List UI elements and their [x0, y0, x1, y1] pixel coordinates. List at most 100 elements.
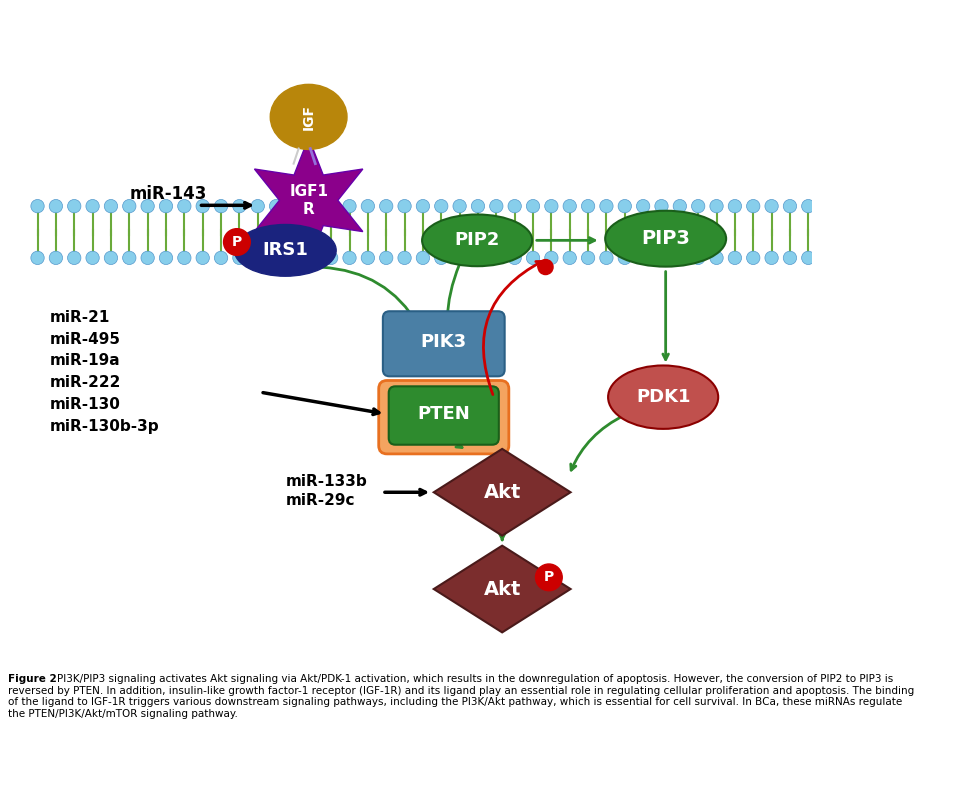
Text: the PTEN/PI3K/Akt/mTOR signaling pathway.: the PTEN/PI3K/Akt/mTOR signaling pathway… [9, 709, 239, 719]
Text: P: P [543, 571, 554, 584]
Circle shape [729, 200, 741, 213]
Circle shape [196, 252, 209, 265]
Circle shape [177, 200, 191, 213]
Circle shape [563, 252, 577, 265]
Circle shape [490, 200, 503, 213]
Text: PTEN: PTEN [418, 405, 470, 423]
Circle shape [251, 252, 264, 265]
Circle shape [673, 200, 687, 213]
Circle shape [324, 200, 338, 213]
Text: miR-130: miR-130 [50, 397, 121, 412]
Circle shape [692, 200, 705, 213]
Circle shape [398, 252, 411, 265]
Circle shape [324, 252, 338, 265]
Circle shape [729, 252, 741, 265]
Text: miR-143: miR-143 [130, 185, 206, 204]
Circle shape [618, 200, 631, 213]
Circle shape [123, 252, 136, 265]
Text: miR-495: miR-495 [50, 332, 121, 347]
Circle shape [544, 252, 558, 265]
Text: miR-133b: miR-133b [285, 474, 367, 489]
Text: Akt: Akt [483, 483, 521, 501]
Circle shape [544, 200, 558, 213]
Circle shape [765, 252, 778, 265]
Circle shape [270, 200, 282, 213]
Circle shape [692, 252, 705, 265]
Circle shape [50, 200, 62, 213]
Circle shape [581, 200, 595, 213]
Circle shape [710, 252, 724, 265]
FancyBboxPatch shape [383, 311, 505, 376]
Circle shape [783, 200, 797, 213]
Circle shape [214, 252, 228, 265]
Circle shape [141, 252, 154, 265]
Circle shape [67, 252, 81, 265]
Text: PIK3: PIK3 [421, 333, 467, 351]
FancyBboxPatch shape [379, 380, 508, 454]
Circle shape [416, 252, 430, 265]
Circle shape [508, 252, 521, 265]
Circle shape [746, 252, 760, 265]
Ellipse shape [605, 211, 727, 266]
Circle shape [655, 200, 668, 213]
Circle shape [526, 200, 540, 213]
Circle shape [600, 200, 613, 213]
Circle shape [224, 229, 250, 255]
Text: IRS1: IRS1 [262, 241, 308, 259]
Circle shape [802, 252, 815, 265]
Text: miR-222: miR-222 [50, 375, 122, 390]
Polygon shape [433, 449, 571, 535]
Text: IGF: IGF [302, 104, 316, 130]
Circle shape [31, 200, 44, 213]
FancyBboxPatch shape [389, 387, 499, 445]
Circle shape [104, 200, 118, 213]
Circle shape [380, 252, 393, 265]
Circle shape [434, 252, 448, 265]
Circle shape [490, 252, 503, 265]
Circle shape [86, 252, 99, 265]
Circle shape [233, 252, 246, 265]
Circle shape [380, 200, 393, 213]
Circle shape [471, 200, 485, 213]
Circle shape [636, 200, 650, 213]
Circle shape [361, 252, 375, 265]
Ellipse shape [235, 225, 336, 276]
Ellipse shape [422, 215, 532, 266]
Text: of the ligand to IGF-1R triggers various downstream signaling pathways, includin: of the ligand to IGF-1R triggers various… [9, 697, 903, 707]
Circle shape [563, 200, 577, 213]
Circle shape [31, 252, 44, 265]
Circle shape [765, 200, 778, 213]
Text: miR-130b-3p: miR-130b-3p [50, 418, 160, 434]
Circle shape [86, 200, 99, 213]
Circle shape [746, 200, 760, 213]
Circle shape [710, 200, 724, 213]
Circle shape [434, 200, 448, 213]
Circle shape [655, 252, 668, 265]
Circle shape [398, 200, 411, 213]
Ellipse shape [270, 84, 347, 149]
Circle shape [783, 252, 797, 265]
Text: PI3K/PIP3 signaling activates Akt signaling via Akt/PDK-1 activation, which resu: PI3K/PIP3 signaling activates Akt signal… [56, 674, 893, 684]
Circle shape [287, 252, 301, 265]
Circle shape [160, 252, 172, 265]
Circle shape [306, 252, 319, 265]
Circle shape [343, 252, 356, 265]
Text: IGF1
R: IGF1 R [289, 184, 328, 216]
Circle shape [526, 252, 540, 265]
Circle shape [306, 200, 319, 213]
Text: miR-21: miR-21 [50, 310, 110, 325]
Circle shape [141, 200, 154, 213]
Circle shape [618, 252, 631, 265]
Circle shape [287, 200, 301, 213]
Circle shape [214, 200, 228, 213]
Circle shape [600, 252, 613, 265]
Text: Akt: Akt [483, 579, 521, 598]
Circle shape [538, 259, 553, 274]
Circle shape [673, 252, 687, 265]
Circle shape [508, 200, 521, 213]
Text: PIP3: PIP3 [641, 230, 691, 248]
Circle shape [270, 252, 282, 265]
Text: reversed by PTEN. In addition, insulin-like growth factor-1 receptor (IGF-1R) an: reversed by PTEN. In addition, insulin-l… [9, 686, 915, 696]
Text: Figure 2: Figure 2 [9, 674, 60, 684]
Circle shape [453, 200, 467, 213]
